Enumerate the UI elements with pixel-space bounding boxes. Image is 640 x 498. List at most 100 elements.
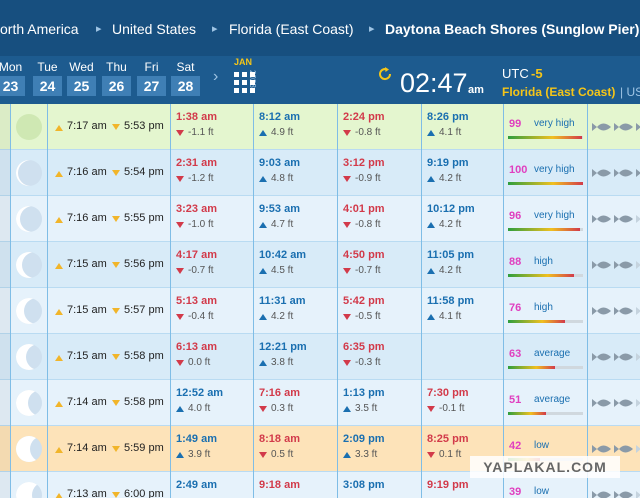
sunrise: 7:13 am <box>67 488 107 498</box>
tide-time: 8:25 pm <box>427 433 469 445</box>
tide-height: 0.5 ft <box>271 449 294 460</box>
moon-icon <box>16 390 42 416</box>
down-arrow <box>112 492 120 498</box>
tide-height: -0.8 ft <box>355 219 381 230</box>
tide-time: 8:12 am <box>259 111 300 123</box>
day-tab[interactable]: Mon 23 <box>0 59 25 97</box>
tide-time: 4:50 pm <box>343 249 385 261</box>
tide-height: -1.0 ft <box>188 219 214 230</box>
coefficient: 51 <box>509 394 522 406</box>
fish-icon <box>614 261 633 269</box>
sunset: 5:58 pm <box>124 396 164 408</box>
down-arrow <box>112 124 120 130</box>
coefficient-bar <box>508 182 583 185</box>
down-arrow <box>112 262 120 268</box>
fish-icon <box>614 399 633 407</box>
day-date: 23 <box>0 76 25 96</box>
tide-time: 9:18 am <box>259 479 300 491</box>
fish-icon <box>636 307 640 315</box>
tide-time: 5:42 pm <box>343 295 385 307</box>
utc-offset: -5 <box>531 66 543 81</box>
down-arrow <box>343 360 351 366</box>
up-arrow <box>427 130 435 136</box>
tide-time: 3:08 pm <box>343 479 385 491</box>
column-divider <box>47 104 48 498</box>
column-divider <box>253 104 254 498</box>
tide-time: 2:31 am <box>176 157 217 169</box>
tide-time: 1:38 am <box>176 111 217 123</box>
coefficient-bar <box>508 320 565 323</box>
tide-height: -0.7 ft <box>188 265 214 276</box>
up-arrow <box>343 452 351 458</box>
tide-height: 4.8 ft <box>271 173 294 184</box>
day-name: Thu <box>106 60 127 74</box>
day-date: 28 <box>171 76 200 96</box>
day-tab[interactable]: Thu 26 <box>102 59 131 97</box>
fish-icon <box>592 123 611 131</box>
fish-icon <box>592 445 611 453</box>
next-arrow[interactable]: › <box>213 68 219 85</box>
coefficient: 88 <box>509 256 522 268</box>
tide-height: 4.1 ft <box>439 127 462 138</box>
day-name: Wed <box>69 60 94 74</box>
tide-height: 3.3 ft <box>355 449 378 460</box>
tide-time: 3:12 pm <box>343 157 385 169</box>
coefficient: 63 <box>509 348 522 360</box>
row-strip <box>0 196 10 242</box>
tide-height: -1.2 ft <box>188 173 214 184</box>
up-arrow <box>55 309 63 315</box>
tide-height: -0.9 ft <box>355 173 381 184</box>
refresh-icon[interactable] <box>377 66 393 82</box>
sunrise: 7:14 am <box>67 396 107 408</box>
fish-icon <box>636 169 640 177</box>
breadcrumb-separator: ▸ <box>96 23 102 35</box>
up-arrow <box>55 263 63 269</box>
tide-height: 3.8 ft <box>271 357 294 368</box>
breadcrumb-item[interactable]: Florida (East Coast) <box>229 21 354 37</box>
sunrise: 7:16 am <box>67 212 107 224</box>
breadcrumb-item[interactable]: orth America <box>0 21 79 37</box>
up-arrow <box>343 406 351 412</box>
down-arrow <box>112 400 120 406</box>
fish-icon <box>592 261 611 269</box>
day-tab[interactable]: Fri 27 <box>137 59 166 97</box>
down-arrow <box>176 222 184 228</box>
tide-height: 4.2 ft <box>271 311 294 322</box>
down-arrow <box>343 176 351 182</box>
calendar-icon[interactable] <box>234 72 256 94</box>
breadcrumb-item[interactable]: United States <box>112 21 197 37</box>
fish-icon <box>592 169 611 177</box>
tide-time: 6:13 am <box>176 341 217 353</box>
day-date: 26 <box>102 76 131 96</box>
up-arrow <box>55 355 63 361</box>
tide-time: 12:21 pm <box>259 341 307 353</box>
tide-height: -1.1 ft <box>188 127 214 138</box>
tide-height: 4.1 ft <box>439 311 462 322</box>
tide-height: 0.3 ft <box>271 403 294 414</box>
tide-height: -0.1 ft <box>439 403 465 414</box>
down-arrow <box>343 314 351 320</box>
tide-height: -0.7 ft <box>355 265 381 276</box>
table-row: 7:16 am 5:54 pm 2:31 am -1.2 ft 9:03 am 4.8 f… <box>0 150 640 196</box>
down-arrow <box>176 130 184 136</box>
up-arrow <box>55 401 63 407</box>
clock-time: 02:47 <box>400 68 468 98</box>
row-strip <box>0 472 10 498</box>
tide-height: 4.2 ft <box>439 173 462 184</box>
row-strip <box>0 288 10 334</box>
column-divider <box>503 104 504 498</box>
down-arrow <box>112 354 120 360</box>
calendar-month: JAN <box>234 57 253 67</box>
tide-height: -0.4 ft <box>188 311 214 322</box>
breadcrumb-separator: ▸ <box>212 23 218 35</box>
sunset: 5:59 pm <box>124 442 164 454</box>
up-arrow <box>55 493 63 498</box>
day-tab[interactable]: Tue 24 <box>33 59 62 97</box>
day-date: 27 <box>137 76 166 96</box>
day-tab[interactable]: Wed 25 <box>67 59 96 97</box>
day-tab[interactable]: Sat 28 <box>171 59 200 97</box>
tide-height: -0.3 ft <box>355 357 381 368</box>
table-row: 7:15 am 5:56 pm 4:17 am -0.7 ft 10:42 am 4.5 … <box>0 242 640 288</box>
breadcrumb-item: Daytona Beach Shores (Sunglow Pier) ... <box>385 21 640 37</box>
